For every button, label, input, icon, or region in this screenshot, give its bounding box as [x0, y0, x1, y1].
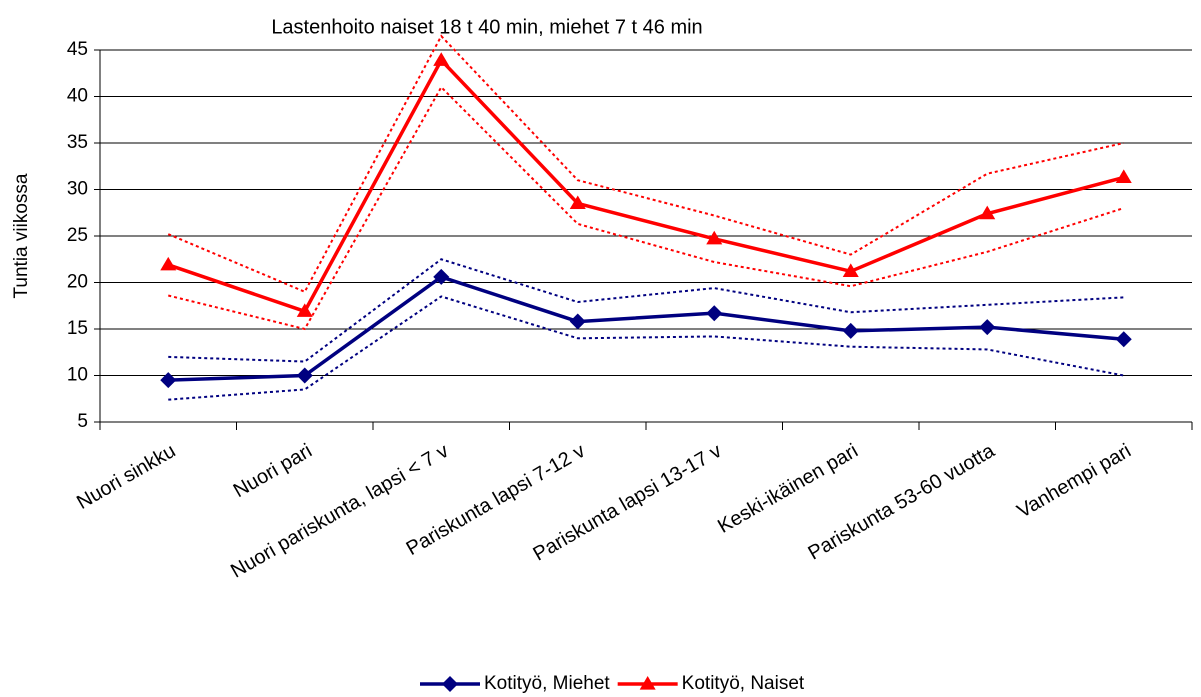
point	[296, 303, 313, 317]
point	[979, 205, 996, 220]
x-tick-label: Keski-ikäinen pari	[714, 440, 862, 538]
interval-line	[168, 295, 1124, 401]
point	[442, 676, 458, 692]
point	[296, 367, 313, 384]
y-tick-label: 35	[67, 132, 88, 153]
interval-line	[167, 34, 1124, 294]
y-tick-label: 20	[67, 272, 88, 293]
y-tick-label: 15	[67, 318, 88, 339]
point	[639, 676, 656, 690]
point	[569, 313, 586, 330]
y-tick-label: 25	[67, 225, 88, 246]
series-line	[168, 274, 1124, 382]
point	[433, 52, 450, 66]
point	[706, 305, 723, 322]
point	[160, 256, 177, 271]
chart-title: Lastenhoito naiset 18 t 40 min, miehet 7…	[271, 16, 702, 38]
point	[842, 322, 859, 339]
y-axis-label: Tuntia viikossa	[11, 173, 32, 298]
point	[1115, 169, 1132, 184]
x-tick-label: Nuori pariskunta, lapsi < 7 v	[227, 440, 452, 583]
y-tick-label: 5	[77, 411, 88, 432]
point	[706, 230, 723, 245]
legend-label: Kotityö, Miehet	[484, 673, 610, 694]
point	[842, 263, 859, 277]
point	[433, 268, 450, 285]
point	[160, 372, 177, 389]
x-tick-label: Nuori sinkku	[73, 440, 179, 514]
point	[1115, 331, 1132, 348]
y-tick-label: 10	[67, 365, 88, 386]
x-tick-label: Nuori pari	[230, 440, 316, 502]
y-tick-label: 40	[67, 86, 88, 107]
interval-line	[168, 258, 1124, 363]
x-tick-label: Vanhempi pari	[1013, 440, 1134, 523]
series-line	[167, 57, 1125, 314]
y-tick-label: 45	[67, 39, 88, 60]
interval-line	[168, 85, 1125, 331]
y-tick-label: 30	[67, 179, 88, 200]
point	[979, 319, 996, 336]
legend-label: Kotityö, Naiset	[682, 673, 805, 694]
point	[569, 195, 586, 210]
